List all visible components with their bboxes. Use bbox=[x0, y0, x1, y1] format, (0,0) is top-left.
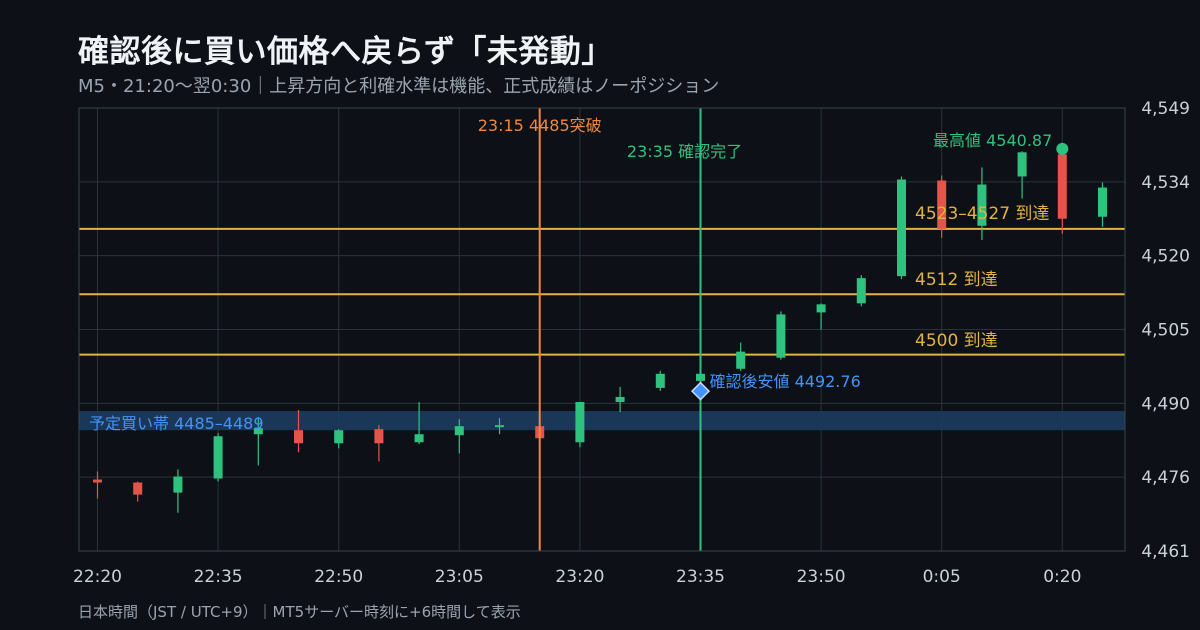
candle-body bbox=[736, 351, 746, 369]
candle-body bbox=[937, 180, 947, 229]
x-tick-label: 22:20 bbox=[73, 567, 122, 587]
y-tick-label: 4,476 bbox=[1141, 468, 1190, 488]
x-tick-label: 22:35 bbox=[194, 567, 243, 587]
x-tick-label: 0:20 bbox=[1043, 567, 1081, 587]
x-tick-label: 23:50 bbox=[797, 567, 846, 587]
target-label: 4512 到達 bbox=[915, 270, 998, 290]
x-tick-label: 23:35 bbox=[676, 567, 725, 587]
target-label: 4500 到達 bbox=[915, 331, 998, 351]
target-label: 4523–4527 到達 bbox=[915, 204, 1049, 224]
y-tick-label: 4,490 bbox=[1141, 394, 1190, 414]
candle-body bbox=[454, 426, 464, 436]
candle-body bbox=[374, 429, 384, 444]
low-marker bbox=[690, 381, 711, 401]
plot-border bbox=[78, 107, 1126, 552]
chart-subtitle: M5・21:20〜翌0:30｜上昇方向と利確水準は機能、正式成績はノーポジション bbox=[78, 76, 720, 97]
candle-body bbox=[655, 373, 665, 388]
x-tick-label: 22:50 bbox=[314, 567, 363, 587]
footer-note: 日本時間（JST / UTC+9）｜MT5サーバー時刻に+6時間して表示 bbox=[78, 603, 521, 621]
y-tick-label: 4,520 bbox=[1141, 247, 1190, 267]
candle-body bbox=[977, 184, 987, 226]
y-tick-label: 4,505 bbox=[1141, 321, 1190, 341]
confirm-label: 23:35 確認完了 bbox=[627, 142, 742, 161]
candle-body bbox=[93, 479, 102, 483]
buy-zone-band bbox=[79, 411, 1125, 431]
x-tick-label: 23:20 bbox=[555, 567, 604, 587]
y-tick-label: 4,461 bbox=[1141, 542, 1190, 562]
candle-body bbox=[776, 314, 786, 358]
chart-title: 確認後に買い価格へ戻らず「未発動」 bbox=[78, 34, 613, 70]
candle-body bbox=[253, 428, 263, 435]
y-tick-label: 4,534 bbox=[1141, 173, 1190, 193]
x-tick-label: 23:05 bbox=[435, 567, 484, 587]
candle-body bbox=[133, 482, 143, 495]
candle-body bbox=[1098, 187, 1107, 217]
high-marker bbox=[1056, 142, 1069, 155]
candle-body bbox=[816, 304, 826, 313]
candle-body bbox=[173, 476, 183, 493]
candle-body bbox=[1017, 152, 1027, 177]
candle-body bbox=[414, 434, 424, 443]
candle-body bbox=[213, 436, 223, 479]
candle-body bbox=[294, 430, 303, 444]
x-tick-label: 0:05 bbox=[923, 567, 961, 587]
candle-body bbox=[897, 179, 906, 277]
high-marker-label: 最高値 4540.87 bbox=[933, 131, 1052, 150]
candle-body bbox=[495, 425, 504, 428]
candle-body bbox=[334, 430, 344, 444]
candle-body bbox=[615, 396, 625, 402]
breakout-label: 23:15 4485突破 bbox=[478, 116, 602, 135]
low-marker-label: 確認後安値 4492.76 bbox=[710, 372, 861, 391]
candle-body bbox=[575, 401, 585, 443]
buy-zone-label: 予定買い帯 4485–4489 bbox=[89, 414, 264, 433]
candle-body bbox=[856, 278, 866, 304]
y-tick-label: 4,549 bbox=[1141, 99, 1190, 119]
candle-body bbox=[1057, 154, 1067, 219]
